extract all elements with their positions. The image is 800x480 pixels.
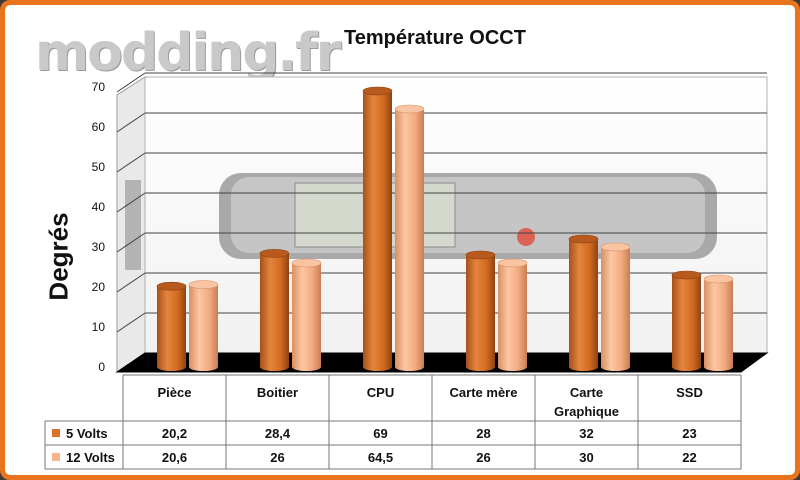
bar	[568, 234, 599, 371]
bar	[362, 86, 393, 371]
bar	[703, 274, 734, 371]
y-tick-label: 10	[92, 320, 106, 334]
chart-svg: 0 10 20 30 40 50 60 70 Pièce Boitier CPU Carte mèr…	[44, 72, 769, 470]
legend-swatch	[52, 429, 60, 437]
data-label: 32	[579, 426, 593, 441]
data-label: 28,4	[265, 426, 291, 441]
x-tick-label: SSD	[676, 385, 703, 400]
data-label: 64,5	[368, 450, 393, 465]
data-label: 28	[476, 426, 490, 441]
data-label: 22	[682, 450, 696, 465]
x-tick-label: Carte mère	[450, 385, 518, 400]
legend-swatch	[52, 453, 60, 461]
x-tick-label: Pièce	[158, 385, 192, 400]
data-label: 26	[270, 450, 284, 465]
data-label: 69	[373, 426, 387, 441]
data-label: 23	[682, 426, 696, 441]
data-label: 26	[476, 450, 490, 465]
legend-label: 12 Volts	[66, 450, 115, 465]
bar	[259, 249, 290, 371]
bar	[291, 258, 322, 371]
y-axis-label: Degrés	[43, 212, 74, 301]
y-tick-label: 70	[92, 80, 106, 94]
bar	[671, 270, 702, 371]
y-tick-label: 0	[98, 360, 105, 374]
y-tick-label: 20	[92, 280, 106, 294]
legend-label: 5 Volts	[66, 426, 108, 441]
x-tick-label: Graphique	[554, 404, 619, 419]
bar	[156, 281, 187, 371]
x-tick-label: Carte	[570, 385, 603, 400]
y-tick-label: 60	[92, 120, 106, 134]
data-label: 20,2	[162, 426, 187, 441]
x-tick-label: CPU	[367, 385, 394, 400]
y-tick-label: 30	[92, 240, 106, 254]
x-tick-label: Boitier	[257, 385, 298, 400]
y-tick-label: 50	[92, 160, 106, 174]
bar	[497, 258, 528, 371]
bar	[600, 242, 631, 371]
chart-title: Température OCCT	[344, 27, 526, 49]
bar	[394, 104, 425, 371]
data-label: 20,6	[162, 450, 187, 465]
bar	[465, 250, 496, 371]
y-tick-label: 40	[92, 200, 106, 214]
bar	[188, 280, 219, 371]
data-label: 30	[579, 450, 593, 465]
